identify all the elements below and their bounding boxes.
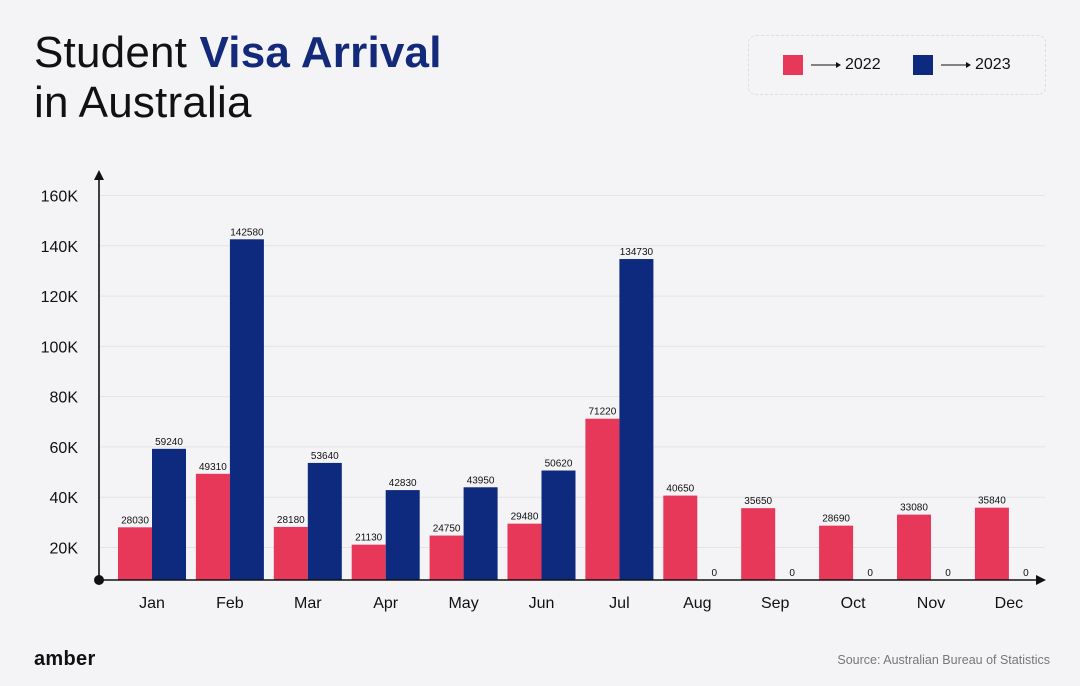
data-label: 59240 [155,437,183,448]
bar-2023-feb [229,239,264,580]
legend-label-2023: 2023 [975,56,1011,73]
x-tick-label: Apr [373,595,399,612]
x-axis-arrow [1036,575,1046,585]
bar-2022-may [429,535,464,580]
data-label: 71220 [588,407,616,418]
data-label: 50620 [545,459,573,470]
x-tick-label: Jan [139,595,165,612]
data-label: 134730 [620,247,654,258]
bar-2022-jun [507,523,542,580]
bar-2022-feb [195,473,230,580]
x-tick-label: Aug [683,595,711,612]
y-tick-label: 60K [50,440,79,457]
data-label: 42830 [389,478,417,489]
bar-2022-jul [585,418,620,580]
source-note: Source: Australian Bureau of Statistics [837,653,1050,667]
y-tick-label: 80K [50,390,79,407]
x-tick-label: Dec [995,595,1023,612]
x-tick-label: Oct [841,595,866,612]
x-tick-label: Jun [529,595,555,612]
x-tick-label: Mar [294,595,322,612]
data-label: 0 [945,568,951,579]
data-label: 0 [789,568,795,579]
data-label: 40650 [666,484,694,495]
data-label: 24750 [433,524,461,535]
bar-2022-oct [819,525,854,580]
data-label: 35840 [978,496,1006,507]
data-label: 28690 [822,514,850,525]
bar-2022-dec [974,507,1009,580]
data-label: 0 [712,568,718,579]
bar-2023-jun [541,470,576,580]
x-tick-label: Feb [216,595,244,612]
bar-2022-aug [663,495,698,580]
legend-item-2023: 2023 [913,55,1011,75]
legend: 2022 2023 [748,35,1046,95]
bar-2023-may [463,487,498,580]
y-tick-label: 140K [41,239,79,256]
bar-2023-apr [385,490,420,580]
brand-logo: amber [34,648,96,670]
bar-2023-mar [307,462,342,580]
x-tick-label: May [448,595,478,612]
y-tick-label: 40K [50,490,79,507]
bar-2022-jan [118,527,152,580]
axis-origin-dot [94,575,104,585]
y-axis-arrow [94,170,104,180]
data-label: 33080 [900,503,928,514]
bar-2022-apr [351,544,386,580]
data-label: 28030 [121,515,149,526]
bar-2022-mar [273,526,308,580]
title-line2: in Australia [34,78,252,127]
data-label: 29480 [511,512,539,523]
x-tick-label: Nov [917,595,945,612]
legend-swatch-2023 [913,55,933,75]
bar-2023-jul [619,259,654,580]
y-tick-label: 160K [41,189,79,206]
data-label: 28180 [277,515,305,526]
title-part1: Student [34,28,200,77]
data-label: 142580 [230,227,264,238]
data-label: 49310 [199,462,227,473]
data-label: 43950 [467,475,495,486]
title-emphasis: Visa Arrival [199,28,442,77]
data-label: 0 [867,568,873,579]
y-tick-label: 20K [50,541,79,558]
y-tick-label: 100K [41,339,79,356]
data-label: 0 [1023,568,1029,579]
x-tick-label: Sep [761,595,790,612]
data-label: 21130 [355,533,383,544]
legend-label-2022: 2022 [845,56,881,73]
x-tick-label: Jul [609,595,629,612]
bar-2022-sep [741,508,776,580]
y-tick-label: 120K [41,289,79,306]
arrow-right-icon [811,62,841,68]
bar-2022-nov [897,514,931,580]
arrow-right-icon [941,62,971,68]
bar-2023-jan [152,448,186,580]
data-label: 53640 [311,451,339,462]
legend-swatch-2022 [783,55,803,75]
data-label: 35650 [744,496,772,507]
legend-item-2022: 2022 [783,55,881,75]
chart-title: Student Visa Arrival in Australia [34,28,442,128]
